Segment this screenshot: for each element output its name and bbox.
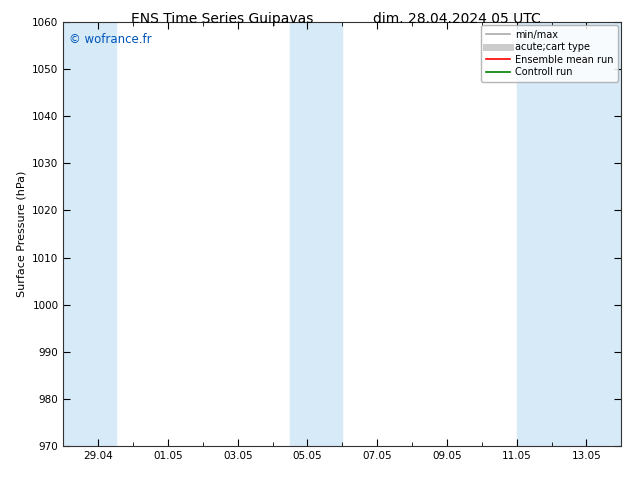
Text: ENS Time Series Guipavas: ENS Time Series Guipavas — [131, 12, 313, 26]
Text: © wofrance.fr: © wofrance.fr — [69, 33, 152, 46]
Bar — [517, 22, 621, 446]
Legend: min/max, acute;cart type, Ensemble mean run, Controll run: min/max, acute;cart type, Ensemble mean … — [481, 25, 618, 82]
Text: dim. 28.04.2024 05 UTC: dim. 28.04.2024 05 UTC — [373, 12, 540, 26]
Y-axis label: Surface Pressure (hPa): Surface Pressure (hPa) — [16, 171, 27, 297]
Bar — [63, 22, 115, 446]
Bar — [290, 22, 342, 446]
